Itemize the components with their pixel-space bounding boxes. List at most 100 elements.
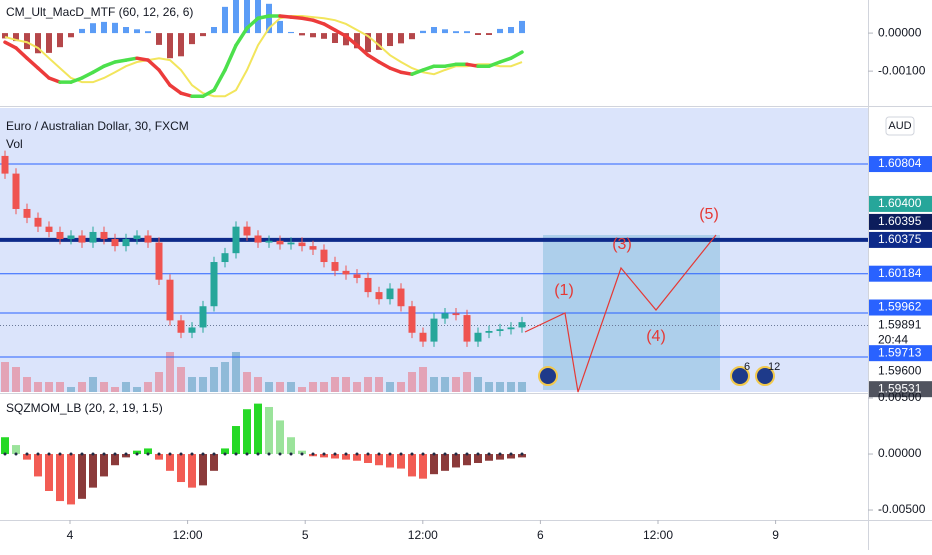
histogram-bar — [68, 33, 74, 38]
price-label-box — [869, 299, 932, 316]
momentum-bar — [23, 454, 31, 460]
candle-body — [122, 239, 130, 247]
candle-body — [265, 240, 273, 243]
histogram-bar — [277, 20, 283, 34]
x-tick-label: 5 — [302, 528, 309, 542]
squeeze-dot — [333, 452, 337, 456]
momentum-bar — [386, 454, 394, 468]
volume-bar — [276, 382, 284, 392]
macd-line — [333, 28, 348, 38]
price-label-box — [869, 195, 932, 212]
volume-bar — [144, 382, 152, 392]
volume-bar — [133, 387, 141, 392]
volume-bar — [298, 387, 306, 392]
event-count: 12 — [768, 361, 780, 373]
macd-line — [47, 76, 62, 84]
momentum-bar — [155, 454, 163, 460]
price-label: 1.59713 — [878, 345, 922, 359]
volume-bar — [320, 382, 328, 392]
candle-body — [144, 235, 152, 243]
event-icon[interactable] — [730, 366, 750, 386]
candle-body — [430, 318, 438, 342]
histogram-bar — [101, 21, 107, 34]
squeeze-dot — [300, 452, 304, 456]
volume-bar — [342, 377, 350, 392]
x-tick-label: 4 — [67, 528, 74, 542]
histogram-bar — [178, 33, 184, 57]
squeeze-dot — [355, 452, 359, 456]
volume-bar — [89, 377, 97, 392]
price-label: 1.60804 — [878, 156, 922, 170]
histogram-bar — [519, 20, 525, 34]
y-tick-label: 0.00000 — [878, 446, 922, 460]
countdown: 20:44 — [878, 333, 908, 347]
momentum-bar — [320, 454, 328, 458]
histogram-bar — [123, 27, 129, 34]
momentum-bar — [463, 454, 471, 466]
momentum-bar — [78, 454, 86, 499]
price-label-box — [869, 231, 932, 248]
volume-bar — [34, 382, 42, 392]
volume-bar — [210, 367, 218, 392]
candle-body — [518, 322, 526, 328]
candle-body — [111, 239, 119, 247]
macd-line — [113, 58, 128, 64]
squeeze-dot — [410, 452, 414, 456]
x-tick-label: 12:00 — [643, 528, 673, 542]
volume-bar — [45, 382, 53, 392]
macd-line — [278, 14, 293, 19]
candle-body — [474, 332, 482, 342]
squeeze-dot — [465, 452, 469, 456]
momentum-bar — [452, 454, 460, 468]
histogram-bar — [321, 33, 327, 39]
macd-line — [14, 46, 29, 60]
volume-bar — [353, 382, 361, 392]
momentum-bar — [518, 454, 526, 458]
event-count: 6 — [744, 361, 750, 373]
momentum-bar — [441, 454, 449, 471]
momentum-bar — [188, 454, 196, 488]
currency-button[interactable] — [885, 116, 915, 136]
squeeze-dot — [58, 452, 62, 456]
candle-body — [89, 231, 97, 243]
volume-title: Vol — [6, 137, 23, 151]
momentum-bar — [254, 403, 262, 455]
momentum-bar — [89, 454, 97, 488]
candle-body — [133, 235, 141, 240]
event-icon[interactable] — [755, 366, 775, 386]
squeeze-dot — [289, 452, 293, 456]
histogram-bar — [354, 33, 360, 49]
volume-bar — [177, 367, 185, 392]
event-icon[interactable] — [538, 366, 558, 386]
macd-line — [25, 56, 40, 70]
volume-bar — [485, 382, 493, 392]
histogram-bar — [387, 33, 393, 47]
volume-bar — [221, 362, 229, 392]
squeeze-dot — [443, 452, 447, 456]
candle-body — [177, 320, 185, 333]
momentum-bar — [353, 454, 361, 461]
volume-bar — [23, 377, 31, 392]
volume-bar — [265, 382, 273, 392]
macd-line — [399, 70, 414, 76]
x-tick-label: 6 — [537, 528, 544, 542]
wave-label: (3) — [612, 236, 632, 253]
price-label: 1.59600 — [878, 363, 922, 377]
histogram-bar — [442, 29, 448, 34]
squeeze-dot — [25, 452, 29, 456]
squeeze-dot — [124, 452, 128, 456]
momentum-bar — [221, 448, 229, 455]
macd-line — [311, 18, 326, 26]
histogram-bar — [266, 3, 272, 34]
candle-body — [23, 208, 31, 218]
volume-bar — [474, 377, 482, 392]
squeeze-dot — [135, 452, 139, 456]
candle-body — [485, 330, 493, 333]
macd-line — [388, 66, 403, 75]
momentum-bar — [375, 454, 383, 466]
squeeze-dot — [179, 452, 183, 456]
macd-line — [289, 15, 304, 21]
macd-line — [234, 26, 249, 48]
momentum-bar — [265, 406, 273, 455]
macd-line — [509, 50, 524, 60]
